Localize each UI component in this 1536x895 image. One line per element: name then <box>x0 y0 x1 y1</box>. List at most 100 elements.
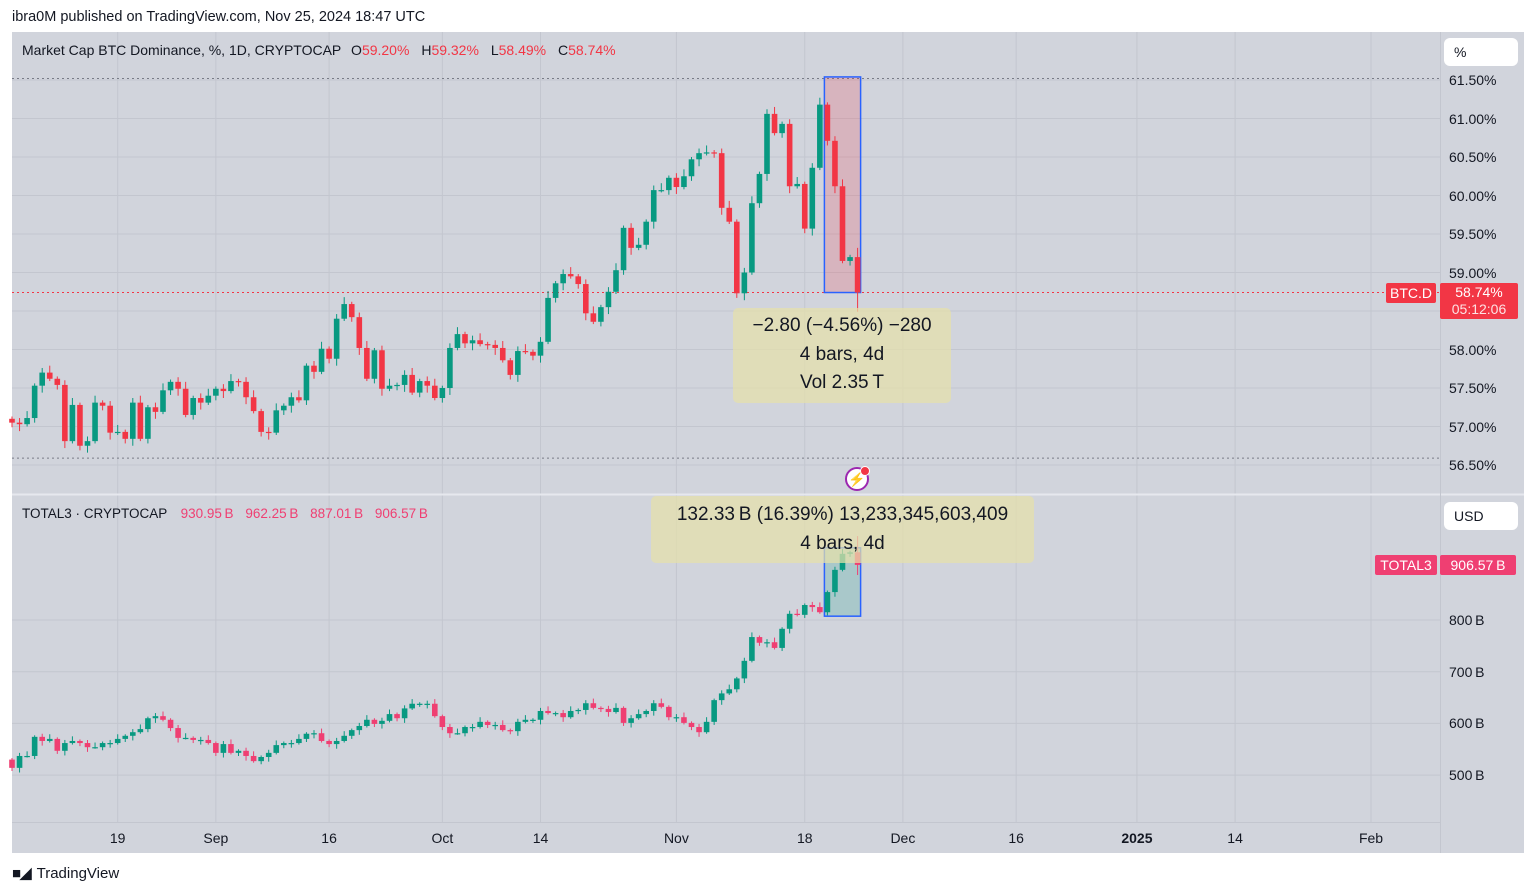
candle-body <box>492 344 498 348</box>
candle-body <box>666 177 672 191</box>
candle-body <box>598 707 604 710</box>
candle-body <box>575 276 582 285</box>
candle-body <box>9 759 15 768</box>
candle-body <box>228 744 234 753</box>
candle-body <box>801 183 808 229</box>
candle-body <box>348 730 355 736</box>
candle-body <box>401 374 408 385</box>
candle-body <box>296 738 302 744</box>
candle-body <box>605 708 612 713</box>
candle-body <box>711 152 717 154</box>
candle-body <box>515 351 521 375</box>
candle-body <box>341 735 347 741</box>
candle-body <box>243 381 249 398</box>
candle-body <box>447 347 453 388</box>
candle-body <box>741 272 748 294</box>
candle-body <box>537 341 544 356</box>
candle-body <box>235 750 242 753</box>
candle-body <box>658 190 665 192</box>
price-axis-label: 57.00% <box>1449 418 1497 435</box>
candle-body <box>439 388 446 399</box>
candle-body <box>454 733 461 735</box>
close-value: 906.57 B <box>374 506 428 521</box>
candle-body <box>281 743 287 746</box>
candle-body <box>318 348 325 372</box>
symbol-title: Market Cap BTC Dominance, %, 1D, CRYPTOC… <box>22 42 342 58</box>
candle-body <box>99 402 106 406</box>
candle-body <box>703 152 710 154</box>
candle-body <box>107 743 113 745</box>
time-axis-label: 18 <box>796 830 813 846</box>
candle-body <box>779 123 785 134</box>
bottom-measure-tooltip: 132.33 B (16.39%) 13,233,345,603,409 4 b… <box>651 496 1034 563</box>
candle-body <box>175 728 181 738</box>
candle-body <box>69 740 76 744</box>
candle-body <box>288 397 295 406</box>
candle-body <box>530 351 536 356</box>
candle-body <box>734 678 740 690</box>
measure-change: −2.80 (−4.56%) −280 <box>752 315 932 336</box>
candle-body <box>265 431 272 434</box>
candle-body <box>182 388 189 415</box>
candle-body <box>205 739 212 744</box>
candle-body <box>379 350 385 389</box>
time-axis-label: 14 <box>1227 830 1243 846</box>
candle-body <box>499 724 506 731</box>
price-axis-label: 59.50% <box>1449 226 1497 242</box>
candle-body <box>16 755 23 768</box>
candle-body <box>62 743 68 751</box>
candle-body <box>137 729 144 733</box>
btcd-price-label: 58.74% 05:12:06 <box>1440 283 1518 319</box>
time-axis-label: 16 <box>1008 830 1024 846</box>
symbol-title: TOTAL3 · CRYPTOCAP <box>22 506 168 521</box>
candle-body <box>484 344 491 346</box>
measure-change: 132.33 B (16.39%) 13,233,345,603,409 <box>676 504 1009 525</box>
candle-body <box>666 706 672 718</box>
candle-body <box>386 714 393 721</box>
candle-body <box>605 291 612 308</box>
candle-body <box>681 717 687 723</box>
candle-body <box>167 719 174 729</box>
tradingview-logo[interactable]: ■◢ TradingView <box>12 864 120 883</box>
candle-body <box>130 402 136 439</box>
time-axis-label: 14 <box>532 830 549 846</box>
candle-body <box>734 221 740 294</box>
candle-body <box>409 703 415 709</box>
candle-body <box>492 724 498 727</box>
candle-body <box>598 307 604 322</box>
candle-body <box>469 727 476 729</box>
candle-body <box>409 374 415 393</box>
logo-text: TradingView <box>36 864 120 882</box>
candle-body <box>265 752 272 758</box>
candle-body <box>356 317 363 348</box>
candle-body <box>235 381 242 383</box>
candle-body <box>756 637 763 643</box>
candle-body <box>590 313 597 322</box>
candle-body <box>499 347 506 361</box>
percent-scale-button[interactable]: % <box>1444 38 1518 66</box>
high-value: 962.25 B <box>245 506 299 521</box>
candle-body <box>567 274 574 277</box>
candle-body <box>160 716 166 720</box>
candle-body <box>567 710 574 718</box>
candle-body <box>839 186 846 261</box>
candle-body <box>24 418 30 425</box>
candle-body <box>545 297 551 342</box>
candle-body <box>718 153 725 208</box>
currency-button[interactable]: USD <box>1444 502 1518 530</box>
published-caption: ibra0M published on TradingView.com, Nov… <box>12 9 426 25</box>
candle-body <box>817 104 823 168</box>
time-axis-label: Sep <box>203 830 229 846</box>
candle-body <box>507 730 514 732</box>
candle-body <box>364 347 370 379</box>
candle-body <box>771 642 778 648</box>
candle-body <box>545 710 551 714</box>
candle-body <box>243 750 249 756</box>
time-axis-label: Dec <box>890 830 916 846</box>
lightning-icon[interactable]: ⚡ <box>845 466 870 491</box>
candle-body <box>303 365 310 401</box>
candle-body <box>462 334 468 344</box>
price-axis-label: 59.00% <box>1449 264 1497 281</box>
candle-body <box>613 707 619 713</box>
